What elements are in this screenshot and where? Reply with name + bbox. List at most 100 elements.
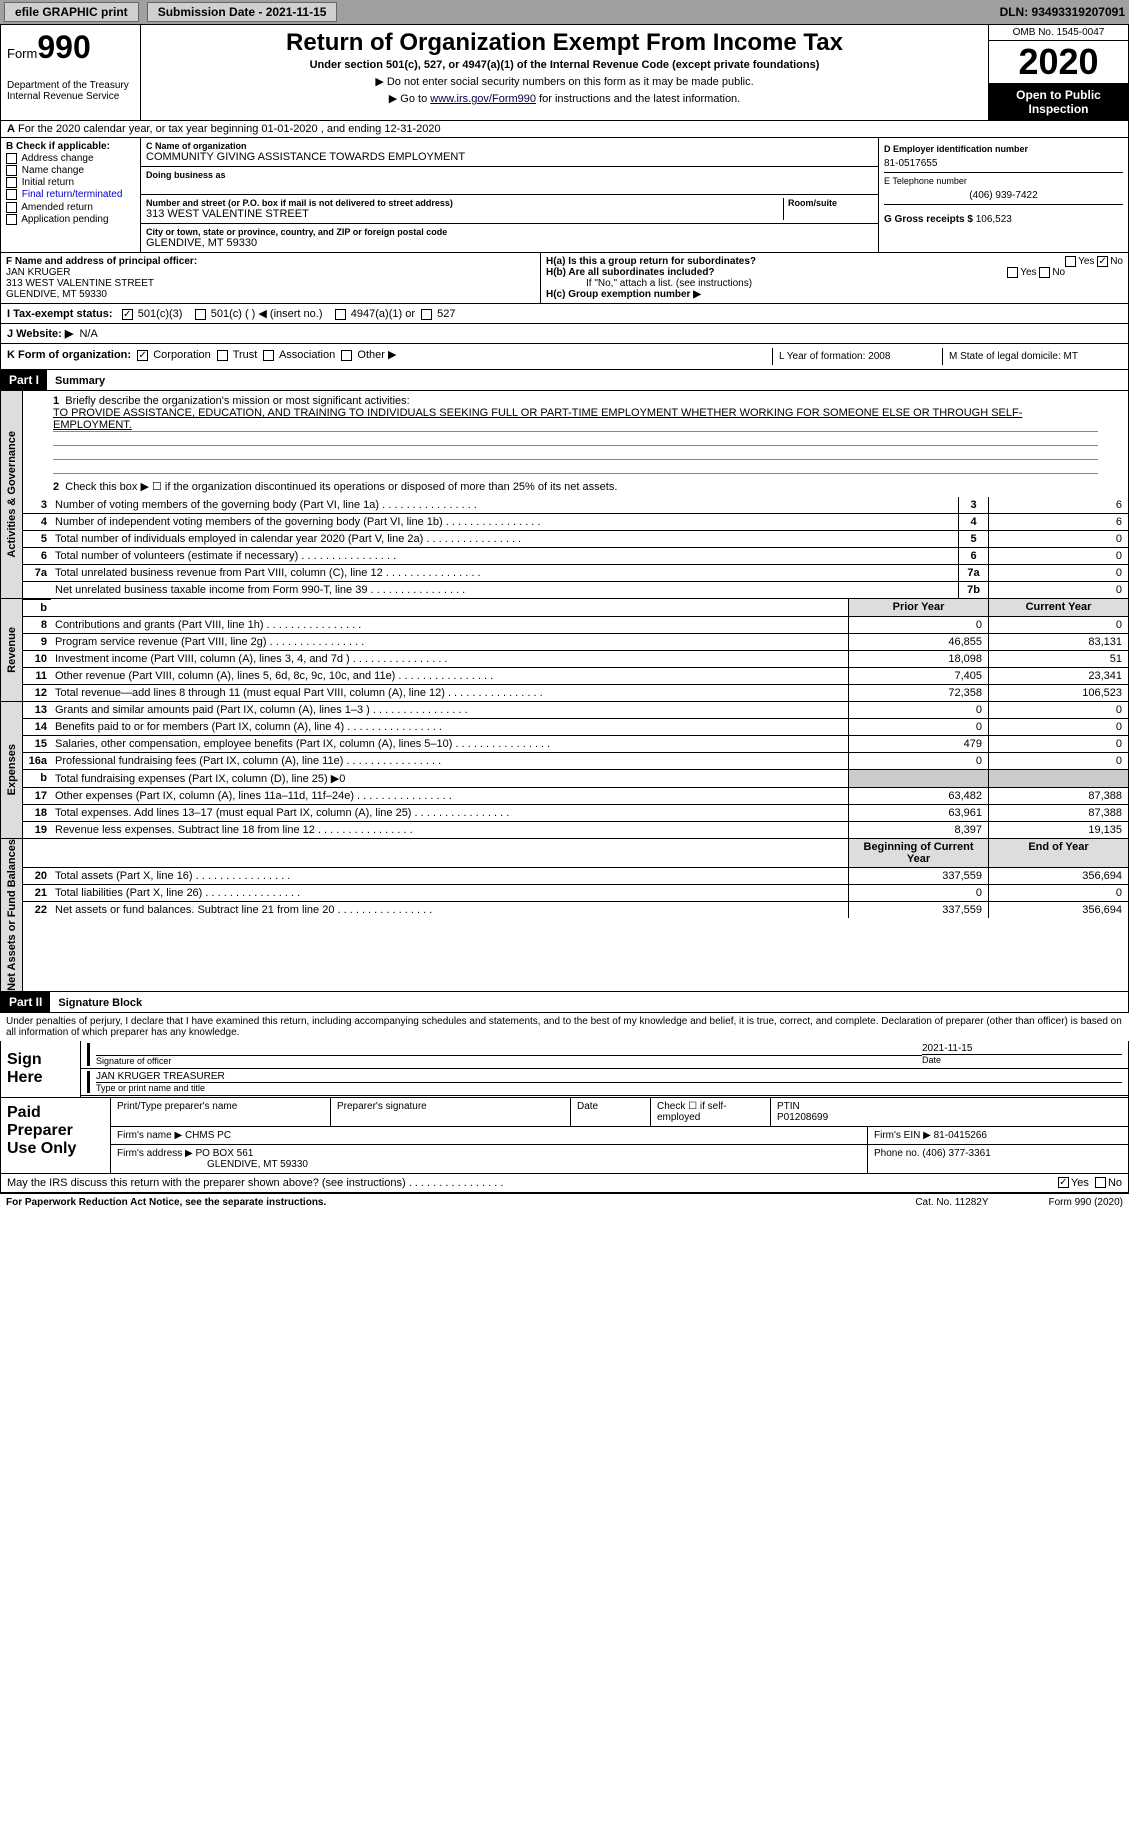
- sign-here-section: Sign Here Signature of officer 2021-11-1…: [0, 1041, 1129, 1098]
- declaration-text: Under penalties of perjury, I declare th…: [0, 1013, 1129, 1041]
- year-formation: L Year of formation: 2008: [772, 348, 942, 365]
- table-row: Net unrelated business taxable income fr…: [23, 582, 1128, 598]
- table-row: 12Total revenue—add lines 8 through 11 (…: [23, 685, 1128, 701]
- association-checkbox[interactable]: [263, 350, 274, 361]
- part-ii-header: Part IISignature Block: [0, 992, 1129, 1013]
- efile-print-button[interactable]: efile GRAPHIC print: [4, 2, 139, 22]
- vtab-governance: Activities & Governance: [6, 431, 18, 558]
- table-row: 16aProfessional fundraising fees (Part I…: [23, 753, 1128, 770]
- discuss-row: May the IRS discuss this return with the…: [0, 1174, 1129, 1193]
- address-change-checkbox[interactable]: [6, 153, 17, 164]
- form-title: Return of Organization Exempt From Incom…: [145, 29, 984, 57]
- telephone: (406) 939-7422: [884, 190, 1123, 201]
- table-row: 5Total number of individuals employed in…: [23, 531, 1128, 548]
- box-h: H(a) Is this a group return for subordin…: [541, 253, 1128, 303]
- amended-return-checkbox[interactable]: [6, 202, 17, 213]
- gross-receipts: 106,523: [976, 214, 1012, 225]
- officer-name: JAN KRUGER: [6, 267, 535, 278]
- table-row: 9Program service revenue (Part VIII, lin…: [23, 634, 1128, 651]
- ha-no-checkbox[interactable]: [1097, 256, 1108, 267]
- final-return-checkbox[interactable]: [6, 189, 17, 200]
- street-address: 313 WEST VALENTINE STREET: [146, 208, 783, 220]
- mission-text: TO PROVIDE ASSISTANCE, EDUCATION, AND TR…: [53, 407, 1098, 432]
- page-footer: For Paperwork Reduction Act Notice, see …: [0, 1193, 1129, 1211]
- instr-2: ▶ Go to www.irs.gov/Form990 for instruct…: [145, 92, 984, 105]
- vtab-net-assets: Net Assets or Fund Balances: [6, 839, 18, 991]
- firm-address: PO BOX 561: [196, 1148, 254, 1159]
- dln-text: DLN: 93493319207091: [1000, 5, 1125, 19]
- table-row: 22Net assets or fund balances. Subtract …: [23, 902, 1128, 918]
- table-row: 10Investment income (Part VIII, column (…: [23, 651, 1128, 668]
- section-f-h: F Name and address of principal officer:…: [0, 253, 1129, 304]
- name-change-checkbox[interactable]: [6, 165, 17, 176]
- instr-1: ▶ Do not enter social security numbers o…: [145, 75, 984, 88]
- top-toolbar: efile GRAPHIC print Submission Date - 20…: [0, 0, 1129, 24]
- row-i-tax-status: I Tax-exempt status: 501(c)(3) 501(c) ( …: [0, 304, 1129, 324]
- table-row: 11Other revenue (Part VIII, column (A), …: [23, 668, 1128, 685]
- expenses-section: Expenses 13Grants and similar amounts pa…: [0, 702, 1129, 839]
- hb-no-checkbox[interactable]: [1039, 267, 1050, 278]
- irs-link[interactable]: www.irs.gov/Form990: [430, 93, 536, 105]
- governance-section: Activities & Governance 1 Briefly descri…: [0, 391, 1129, 599]
- discuss-yes-checkbox[interactable]: [1058, 1177, 1069, 1188]
- form-number: 990: [37, 29, 90, 65]
- open-inspection: Open to Public Inspection: [989, 84, 1128, 120]
- discuss-no-checkbox[interactable]: [1095, 1177, 1106, 1188]
- part-i-header: Part ISummary: [0, 370, 1129, 391]
- table-row: 8Contributions and grants (Part VIII, li…: [23, 617, 1128, 634]
- tax-year: 2020: [989, 41, 1128, 84]
- ein: 81-0517655: [884, 158, 1123, 169]
- table-row: 17Other expenses (Part IX, column (A), l…: [23, 788, 1128, 805]
- firm-phone: (406) 377-3361: [922, 1148, 990, 1159]
- line-a: A For the 2020 calendar year, or tax yea…: [0, 121, 1129, 138]
- corporation-checkbox[interactable]: [137, 350, 148, 361]
- vtab-revenue: Revenue: [6, 627, 18, 673]
- row-j-website: J Website: ▶ N/A: [0, 324, 1129, 344]
- table-row: 6Total number of volunteers (estimate if…: [23, 548, 1128, 565]
- table-row: 14Benefits paid to or for members (Part …: [23, 719, 1128, 736]
- sig-date: 2021-11-15: [922, 1043, 1122, 1054]
- 501c3-checkbox[interactable]: [122, 309, 133, 320]
- officer-name-title: JAN KRUGER TREASURER: [96, 1071, 1122, 1082]
- city-state-zip: GLENDIVE, MT 59330: [146, 237, 873, 249]
- firm-ein: 81-0415266: [934, 1130, 987, 1141]
- table-row: 19Revenue less expenses. Subtract line 1…: [23, 822, 1128, 838]
- 501c-checkbox[interactable]: [195, 309, 206, 320]
- net-assets-section: Net Assets or Fund Balances Beginning of…: [0, 839, 1129, 992]
- application-pending-checkbox[interactable]: [6, 214, 17, 225]
- form-subtitle: Under section 501(c), 527, or 4947(a)(1)…: [145, 59, 984, 71]
- revenue-section: Revenue bPrior YearCurrent Year 8Contrib…: [0, 599, 1129, 702]
- table-row: 20Total assets (Part X, line 16)337,5593…: [23, 868, 1128, 885]
- table-row: 3Number of voting members of the governi…: [23, 497, 1128, 514]
- table-row: 7aTotal unrelated business revenue from …: [23, 565, 1128, 582]
- box-f: F Name and address of principal officer:…: [1, 253, 540, 303]
- table-row: 4Number of independent voting members of…: [23, 514, 1128, 531]
- table-row: 18Total expenses. Add lines 13–17 (must …: [23, 805, 1128, 822]
- firm-name: CHMS PC: [185, 1130, 231, 1141]
- other-checkbox[interactable]: [341, 350, 352, 361]
- table-row: bTotal fundraising expenses (Part IX, co…: [23, 770, 1128, 788]
- section-b-c-d: B Check if applicable: Address change Na…: [0, 138, 1129, 253]
- submission-date-button[interactable]: Submission Date - 2021-11-15: [147, 2, 338, 22]
- vtab-expenses: Expenses: [6, 744, 18, 795]
- row-k-l-m: K Form of organization: Corporation Trus…: [0, 344, 1129, 370]
- box-b: B Check if applicable: Address change Na…: [1, 138, 141, 252]
- ptin: P01208699: [777, 1112, 828, 1123]
- 527-checkbox[interactable]: [421, 309, 432, 320]
- form-header: Form990 Department of the Treasury Inter…: [0, 24, 1129, 121]
- cat-no: Cat. No. 11282Y: [915, 1197, 988, 1208]
- ha-yes-checkbox[interactable]: [1065, 256, 1076, 267]
- trust-checkbox[interactable]: [217, 350, 228, 361]
- table-row: 15Salaries, other compensation, employee…: [23, 736, 1128, 753]
- dept-text: Department of the Treasury Internal Reve…: [7, 80, 134, 102]
- 4947-checkbox[interactable]: [335, 309, 346, 320]
- box-d-e-g: D Employer identification number 81-0517…: [878, 138, 1128, 252]
- form-label: Form: [7, 46, 37, 61]
- hb-yes-checkbox[interactable]: [1007, 267, 1018, 278]
- website: N/A: [79, 328, 97, 340]
- box-c: C Name of organization COMMUNITY GIVING …: [141, 138, 878, 252]
- table-row: 13Grants and similar amounts paid (Part …: [23, 702, 1128, 719]
- omb-number: OMB No. 1545-0047: [989, 25, 1128, 41]
- form-footer: Form 990 (2020): [1049, 1197, 1123, 1208]
- initial-return-checkbox[interactable]: [6, 177, 17, 188]
